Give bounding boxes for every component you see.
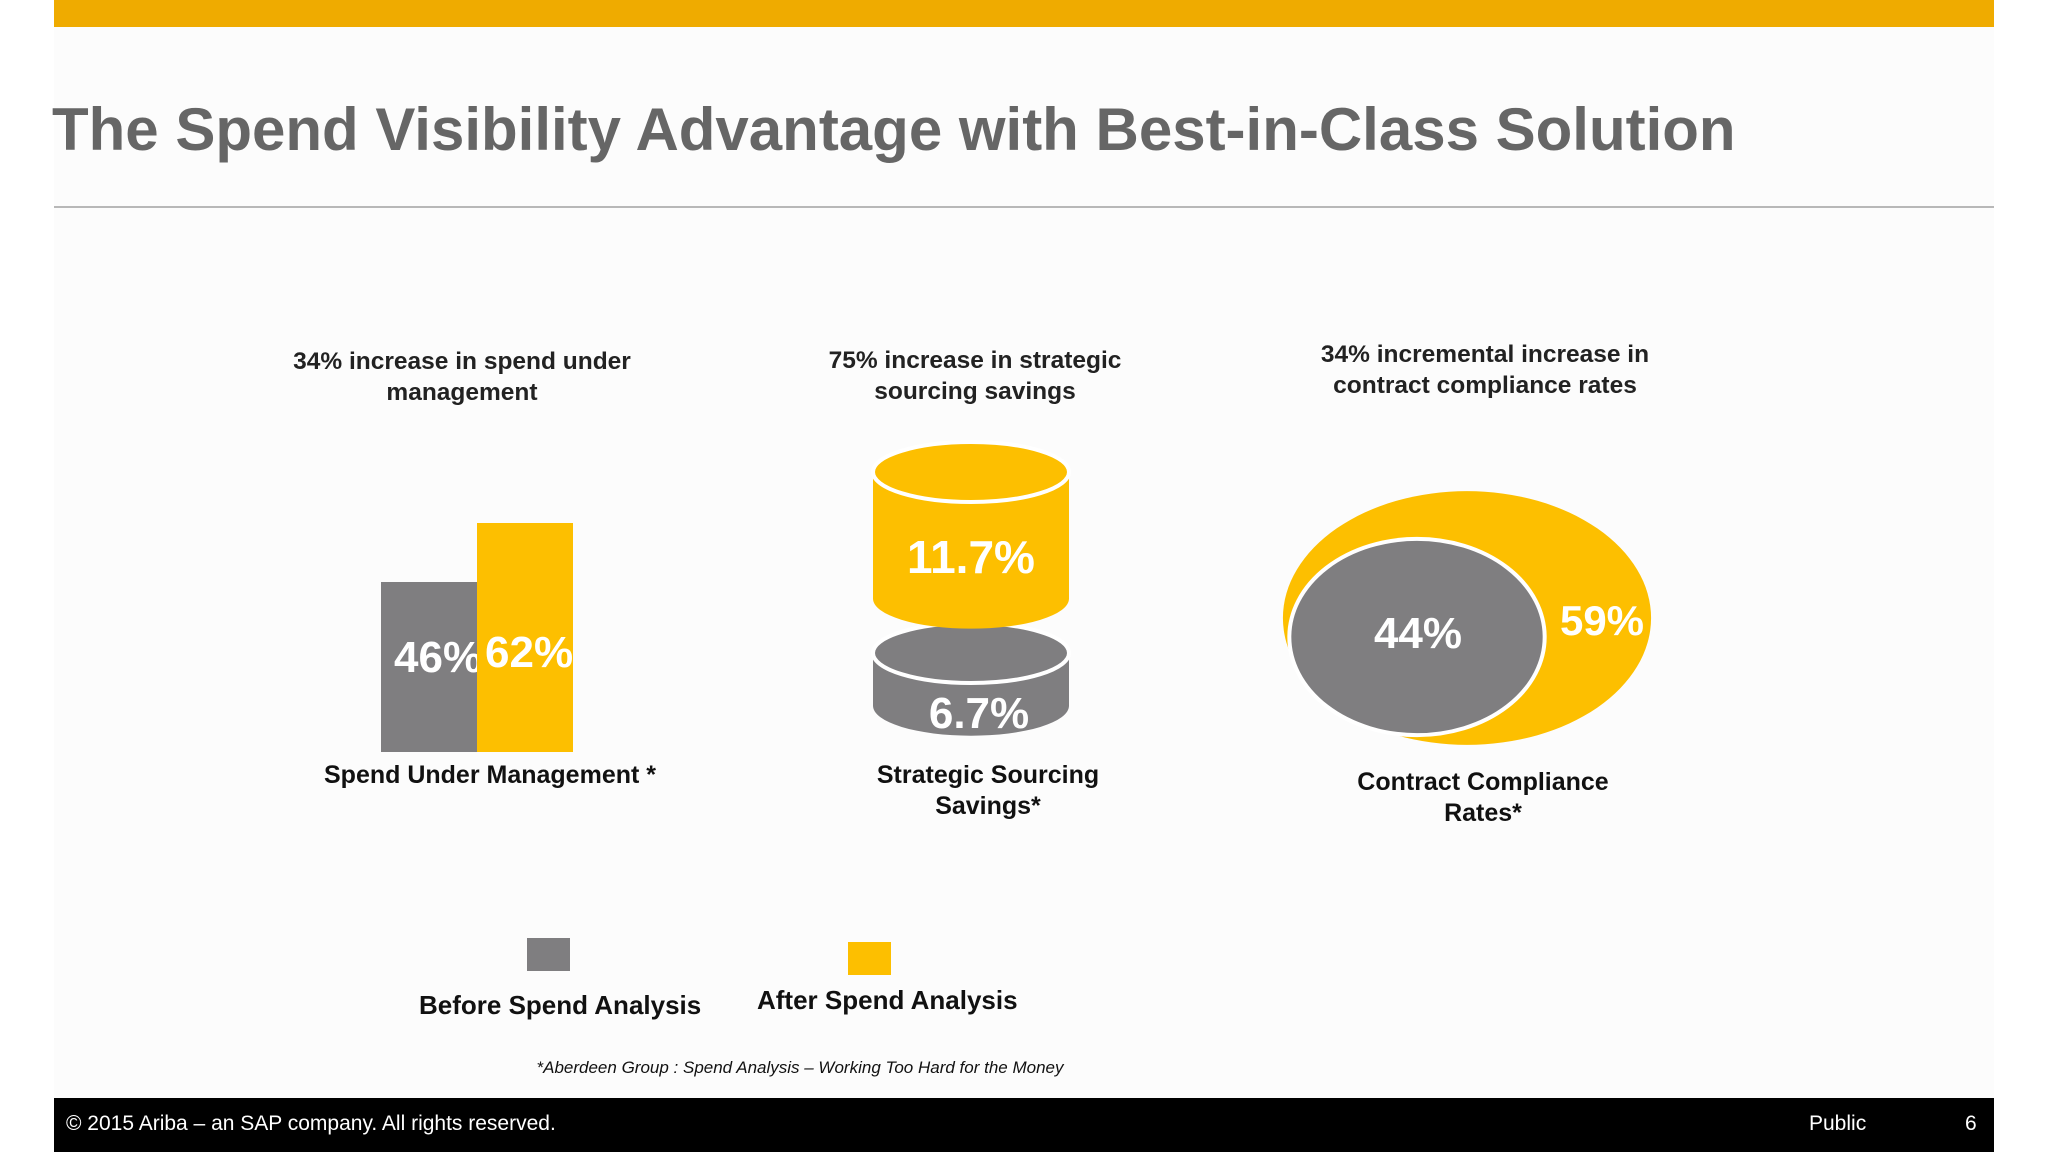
chart1-headline: 34% increase in spend under management xyxy=(293,348,631,406)
legend-label-before: Before Spend Analysis xyxy=(419,990,702,1020)
source-footnote: *Aberdeen Group : Spend Analysis – Worki… xyxy=(536,1058,1064,1077)
chart3-contract-compliance-rates: 44% 59% xyxy=(1282,491,1652,745)
chart2-cylinder-after-top xyxy=(871,440,1071,504)
chart3-label-before: 44% xyxy=(1374,609,1462,658)
chart2-label-after: 11.7% xyxy=(907,531,1035,583)
chart2-cylinder-after-body xyxy=(873,472,1069,629)
footer-page-number: 6 xyxy=(1965,1112,1977,1135)
footer-copyright: © 2015 Ariba – an SAP company. All right… xyxy=(66,1112,556,1135)
top-accent-bar xyxy=(54,0,1994,27)
chart2-caption: Strategic Sourcing Savings* xyxy=(876,761,1100,820)
legend-swatch-before xyxy=(527,938,570,971)
chart2-strategic-sourcing-savings: 11.7% 6.7% xyxy=(871,440,1071,738)
chart1-bar-before xyxy=(381,581,477,752)
chart3-label-after: 59% xyxy=(1560,597,1644,644)
footer-bar: © 2015 Ariba – an SAP company. All right… xyxy=(54,1098,1994,1152)
chart1-label-before: 46% xyxy=(394,633,483,682)
legend-swatch-after xyxy=(848,942,891,975)
chart2-label-before: 6.7% xyxy=(929,689,1029,738)
page-title: The Spend Visibility Advantage with Best… xyxy=(52,96,1736,163)
footer-classification: Public xyxy=(1809,1112,1867,1135)
chart2-headline: 75% increase in strategic sourcing savin… xyxy=(828,347,1122,405)
chart2-cylinder-before-top xyxy=(871,621,1071,685)
title-divider xyxy=(54,206,1994,208)
chart3-caption: Contract Compliance Rates* xyxy=(1357,768,1609,827)
chart1-caption: Spend Under Management * xyxy=(324,761,656,789)
chart1-bar-after xyxy=(477,522,573,752)
chart3-oval-before xyxy=(1287,536,1547,738)
chart1-label-after: 62% xyxy=(485,628,574,677)
legend-label-after: After Spend Analysis xyxy=(757,985,1018,1015)
chart3-headline: 34% incremental increase in contract com… xyxy=(1320,341,1650,399)
